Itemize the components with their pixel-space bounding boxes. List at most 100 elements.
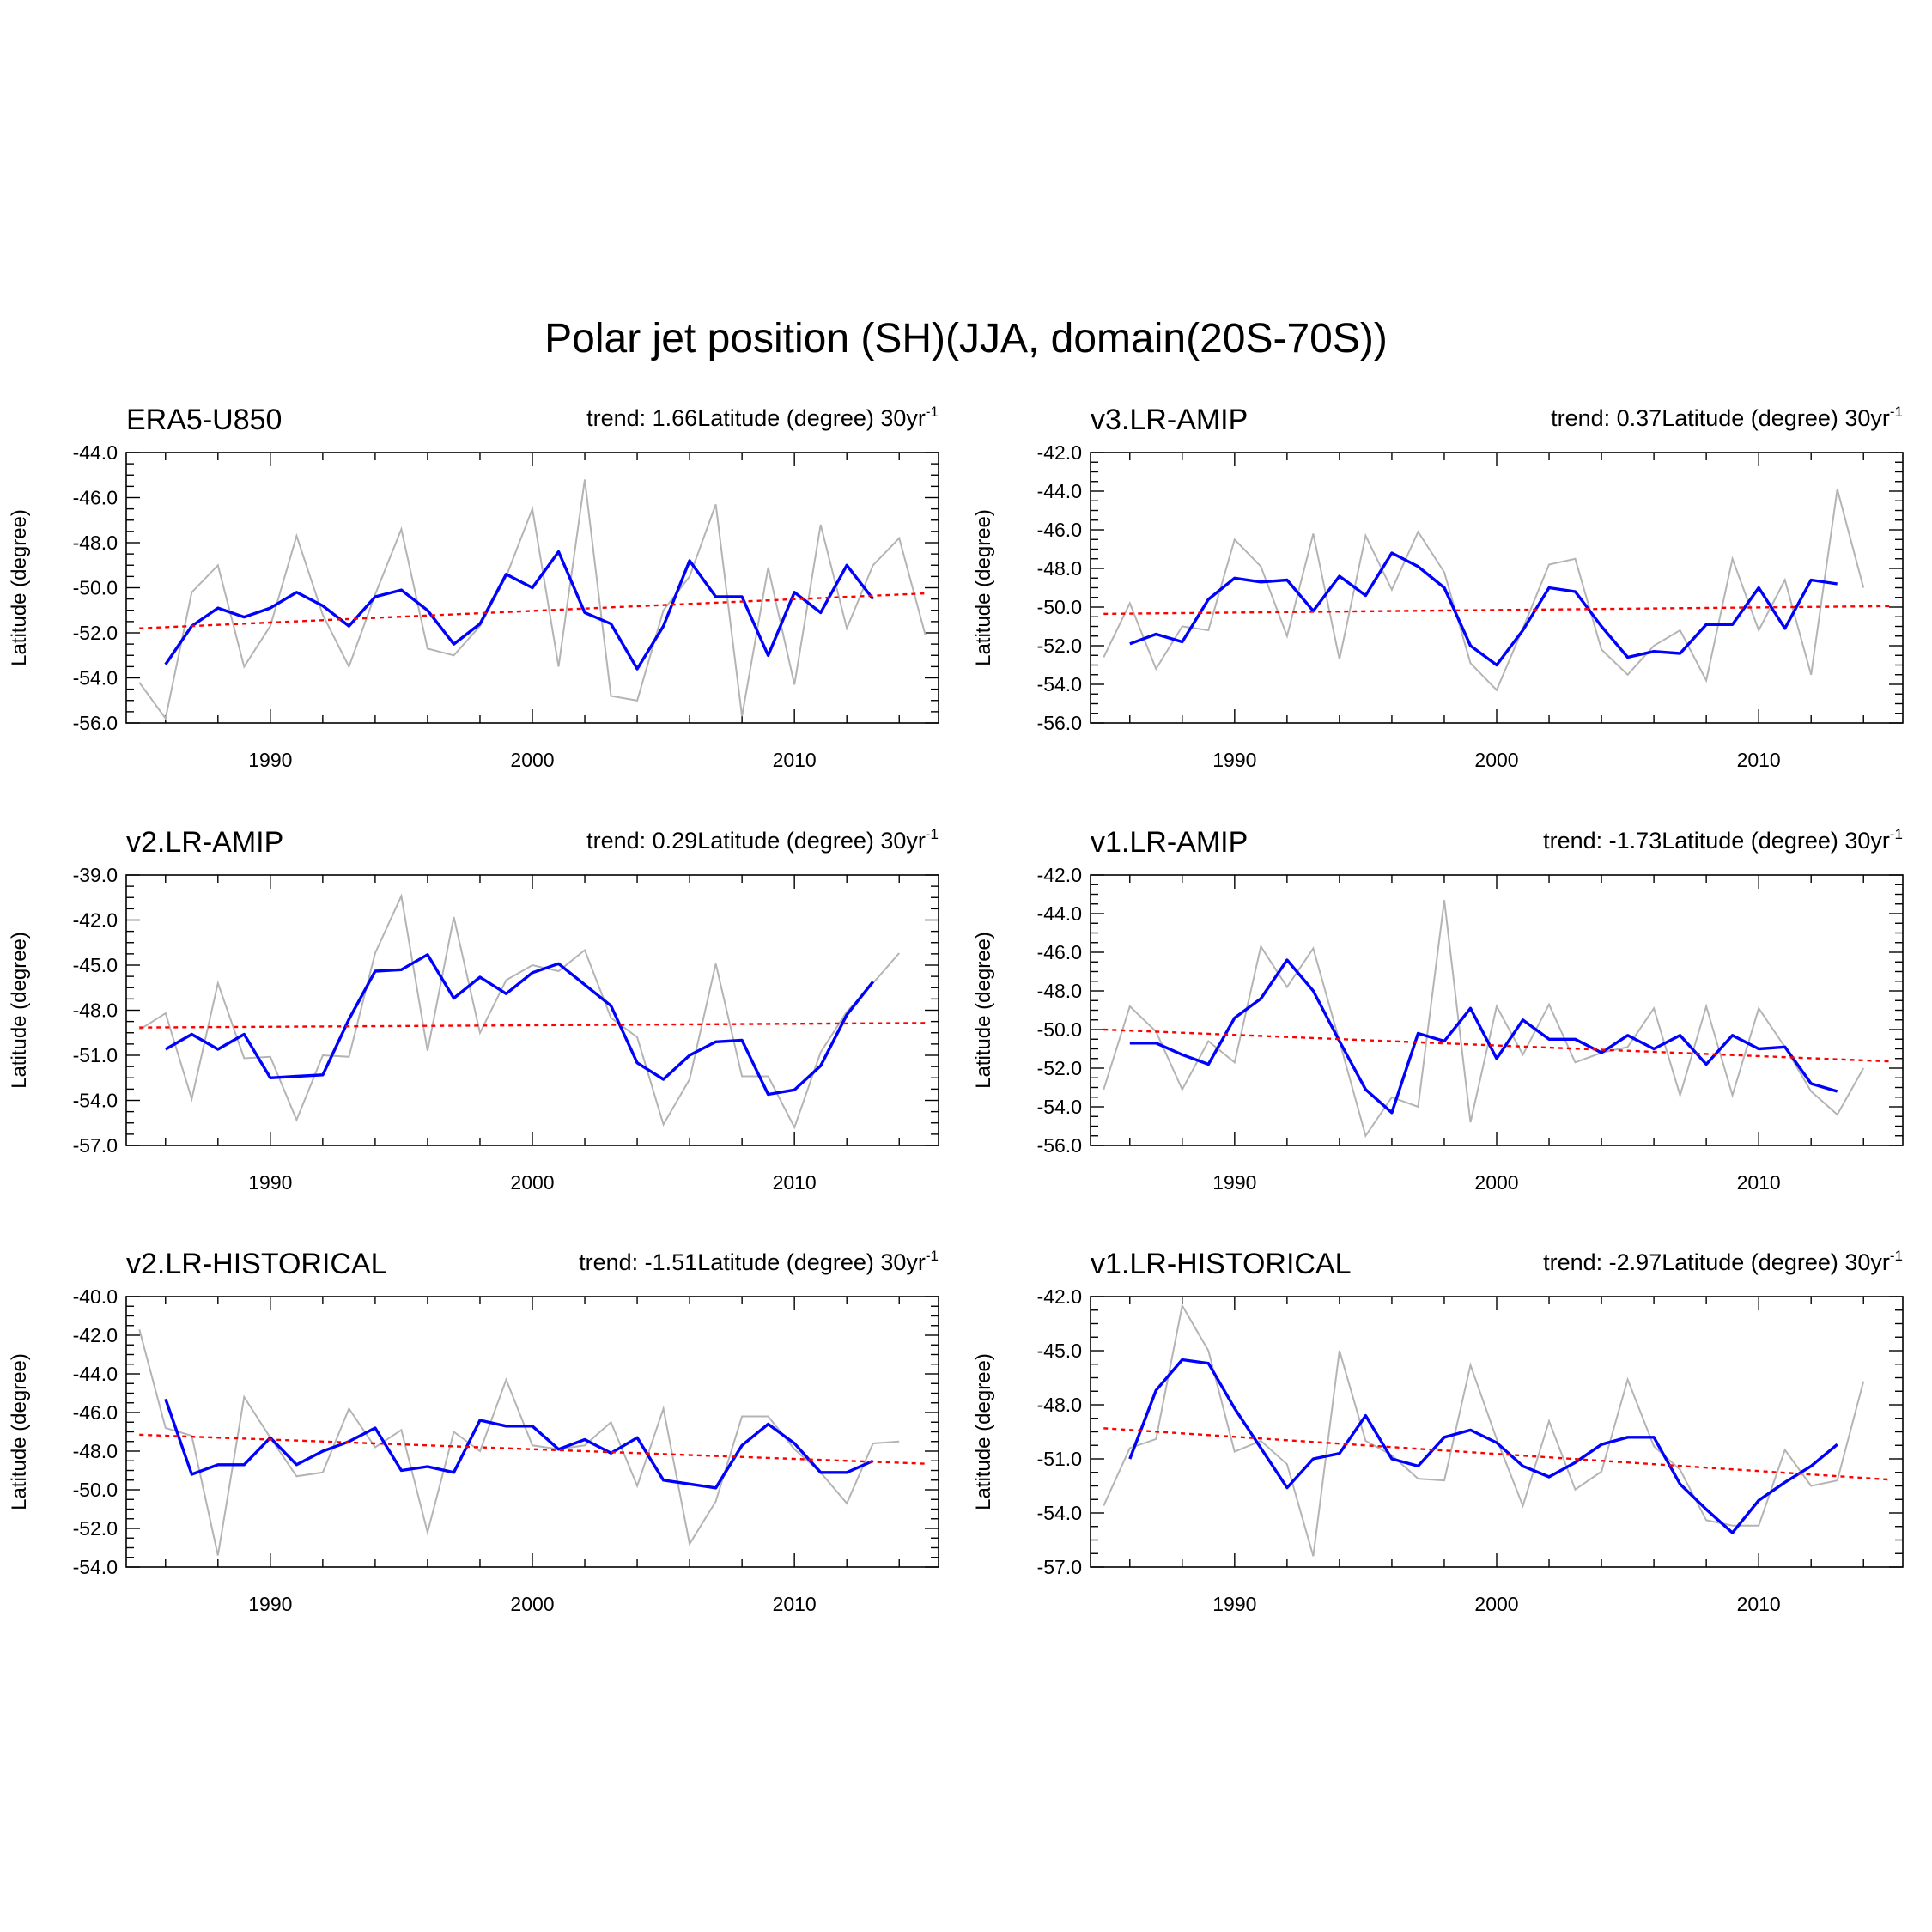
y-axis-label: Latitude (degree) [972, 1353, 995, 1510]
annual-series-line [138, 893, 900, 1130]
x-tick-label: 2000 [1474, 1593, 1518, 1615]
y-tick-label: -45.0 [73, 954, 118, 976]
y-tick-label: -44.0 [73, 441, 118, 464]
y-tick-label: -56.0 [1037, 1134, 1082, 1157]
y-tick-label: -54.0 [1037, 1096, 1082, 1118]
y-tick-label: -51.0 [73, 1044, 118, 1066]
smoothed-series-line [164, 1398, 874, 1490]
plot-frame [1090, 874, 1904, 1146]
y-tick-label: -57.0 [1037, 1556, 1082, 1578]
y-axis-label: Latitude (degree) [8, 509, 31, 666]
y-tick-label: -42.0 [73, 909, 118, 932]
y-tick-label: -45.0 [1037, 1340, 1082, 1362]
annual-series-line [1103, 1303, 1865, 1557]
y-tick-label: -52.0 [73, 622, 118, 644]
y-tick-label: -39.0 [73, 864, 118, 886]
trend-superscript: -1 [1890, 826, 1903, 842]
y-tick-label: -46.0 [73, 487, 118, 509]
trend-superscript: -1 [1890, 404, 1903, 420]
trend-line [1103, 1028, 1890, 1063]
plot-frame [125, 452, 939, 724]
y-tick-label: -46.0 [1037, 941, 1082, 963]
y-tick-label: -51.0 [1037, 1448, 1082, 1470]
y-tick-label: -56.0 [73, 712, 118, 734]
trend-text: trend: 0.29Latitude (degree) 30yr [586, 828, 926, 854]
panel-title: v2.LR-HISTORICAL [126, 1248, 387, 1280]
y-tick-label: -48.0 [1037, 980, 1082, 1002]
smoothed-series-line [1128, 1358, 1838, 1534]
x-tick-label: 1990 [1212, 1171, 1256, 1194]
annual-series-line [138, 1329, 900, 1556]
trend-superscript: -1 [926, 404, 939, 420]
trend-superscript: -1 [1890, 1248, 1903, 1264]
trend-line [139, 592, 926, 629]
plot-frame [1090, 1296, 1904, 1568]
trend-text: trend: -1.73Latitude (degree) 30yr [1543, 828, 1890, 854]
smoothed-series-line [1129, 958, 1838, 1115]
y-tick-label: -50.0 [73, 1479, 118, 1501]
y-tick-label: -54.0 [1037, 673, 1082, 696]
y-tick-label: -48.0 [73, 1440, 118, 1462]
x-tick-label: 2010 [773, 1593, 817, 1615]
annual-series-line [138, 479, 927, 721]
annual-series-line [1103, 489, 1865, 692]
x-tick-label: 1990 [248, 1171, 292, 1194]
y-tick-label: -42.0 [1037, 441, 1082, 464]
y-tick-label: -48.0 [1037, 557, 1082, 580]
panel-2: v2.LR-AMIP trend: 0.29Latitude (degree) 3… [8, 826, 939, 1194]
annual-series-line [1103, 900, 1865, 1139]
panel-title: v1.LR-HISTORICAL [1091, 1248, 1352, 1280]
y-tick-label: -42.0 [73, 1324, 118, 1346]
y-tick-label: -54.0 [73, 1556, 118, 1578]
y-tick-label: -40.0 [73, 1285, 118, 1308]
trend-text: trend: 0.37Latitude (degree) 30yr [1551, 405, 1890, 431]
y-tick-label: -50.0 [1037, 596, 1082, 618]
x-tick-label: 2010 [773, 749, 817, 771]
y-tick-label: -44.0 [1037, 480, 1082, 502]
panel-3: v1.LR-AMIP trend: -1.73Latitude (degree) … [972, 826, 1904, 1194]
trend-label: trend: -1.51Latitude (degree) 30yr-1 [579, 1248, 939, 1275]
y-tick-label: -54.0 [73, 1090, 118, 1112]
y-tick-label: -54.0 [73, 667, 118, 690]
y-tick-label: -56.0 [1037, 712, 1082, 734]
x-tick-label: 1990 [1212, 749, 1256, 771]
y-tick-label: -52.0 [73, 1517, 118, 1540]
y-tick-label: -48.0 [73, 532, 118, 554]
panel-1: v3.LR-AMIP trend: 0.37Latitude (degree) 3… [972, 404, 1904, 771]
y-tick-label: -57.0 [73, 1134, 118, 1157]
y-tick-label: -50.0 [1037, 1018, 1082, 1041]
trend-text: trend: 1.66Latitude (degree) 30yr [586, 405, 926, 431]
trend-line [1103, 1427, 1890, 1481]
panel-4: v2.LR-HISTORICAL trend: -1.51Latitude (de… [8, 1248, 939, 1615]
figure-title: Polar jet position (SH)(JJA, domain(20S-… [544, 316, 1388, 361]
y-axis-label: Latitude (degree) [972, 509, 995, 666]
trend-line [139, 1433, 926, 1465]
trend-label: trend: -2.97Latitude (degree) 30yr-1 [1543, 1248, 1903, 1275]
y-tick-label: -42.0 [1037, 864, 1082, 886]
x-tick-label: 1990 [248, 1593, 292, 1615]
smoothed-series-line [1129, 551, 1838, 667]
x-tick-label: 2010 [1737, 1171, 1781, 1194]
x-tick-label: 2000 [1474, 1171, 1518, 1194]
panel-title: ERA5-U850 [126, 404, 282, 436]
x-tick-label: 2000 [1474, 749, 1518, 771]
panel-title: v1.LR-AMIP [1091, 826, 1248, 859]
x-tick-label: 1990 [1212, 1593, 1256, 1615]
x-tick-label: 2000 [510, 1171, 554, 1194]
trend-label: trend: 1.66Latitude (degree) 30yr-1 [586, 404, 939, 431]
y-tick-label: -52.0 [1037, 635, 1082, 657]
plot-frame [1090, 452, 1904, 724]
x-tick-label: 2010 [1737, 749, 1781, 771]
y-axis-label: Latitude (degree) [8, 1353, 31, 1510]
panel-title: v3.LR-AMIP [1091, 404, 1248, 436]
y-tick-label: -54.0 [1037, 1502, 1082, 1524]
y-tick-label: -48.0 [1037, 1394, 1082, 1416]
plot-frame [125, 874, 939, 1146]
trend-label: trend: -1.73Latitude (degree) 30yr-1 [1543, 826, 1903, 854]
plot-frame [125, 1296, 939, 1568]
trend-label: trend: 0.29Latitude (degree) 30yr-1 [586, 826, 939, 854]
y-tick-label: -48.0 [73, 999, 118, 1022]
y-tick-label: -46.0 [1037, 519, 1082, 541]
panel-5: v1.LR-HISTORICAL trend: -2.97Latitude (de… [972, 1248, 1904, 1615]
